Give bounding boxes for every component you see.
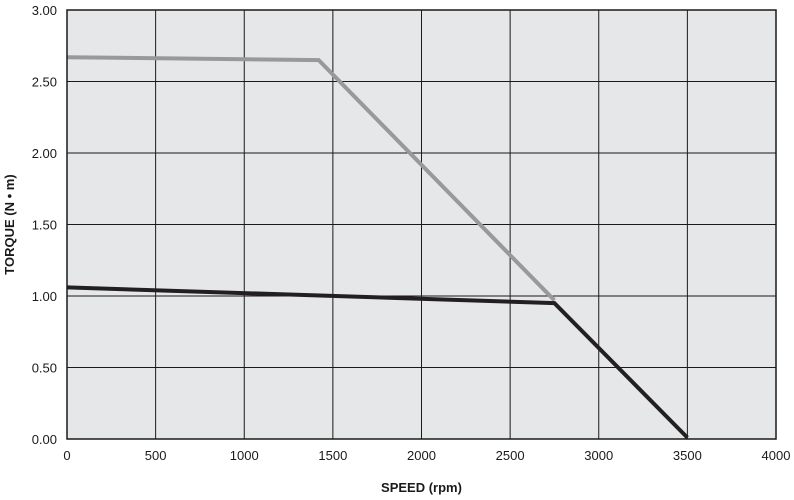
series-group — [66, 55, 689, 440]
x-tick-label: 500 — [145, 448, 167, 463]
x-tick-label: 4000 — [762, 448, 791, 463]
x-tick-label: 2000 — [407, 448, 436, 463]
series-line-1 — [66, 55, 556, 302]
x-tick-labels: 0 500 1000 1500 2000 2500 3000 3500 4000 — [63, 448, 790, 463]
series-line-2 — [66, 285, 689, 440]
x-tick-label: 0 — [63, 448, 70, 463]
x-tick-label: 3000 — [584, 448, 613, 463]
x-tick-label: 1000 — [230, 448, 259, 463]
x-axis-title: SPEED (rpm) — [381, 480, 462, 495]
y-tick-label: 3.00 — [32, 3, 57, 18]
x-tick-label: 2500 — [496, 448, 525, 463]
y-tick-label: 0.50 — [32, 361, 57, 376]
y-tick-label: 1.00 — [32, 289, 57, 304]
y-tick-label: 0.00 — [32, 432, 57, 447]
y-axis-title: TORQUE (N • m) — [2, 174, 17, 274]
x-tick-label: 3500 — [673, 448, 702, 463]
y-tick-label: 2.50 — [32, 75, 57, 90]
y-tick-label: 1.50 — [32, 218, 57, 233]
y-tick-label: 2.00 — [32, 146, 57, 161]
plot-frame — [66, 9, 777, 440]
x-tick-label: 1500 — [318, 448, 347, 463]
y-tick-labels: 0.00 0.50 1.00 1.50 2.00 2.50 3.00 — [32, 3, 57, 447]
